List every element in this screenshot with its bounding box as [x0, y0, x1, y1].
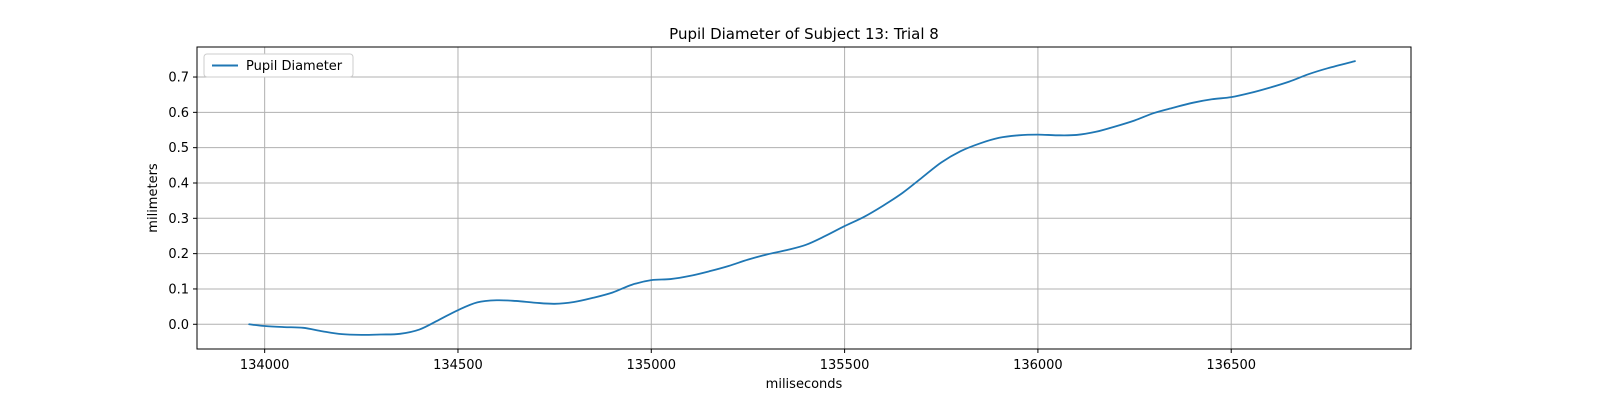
y-tick-label: 0.3 — [168, 212, 189, 227]
x-axis: 134000 134500 135000 135500 136000 136500 — [240, 349, 1256, 373]
y-tick-label: 0.4 — [168, 176, 189, 191]
x-axis-label: miliseconds — [766, 377, 843, 392]
x-tick-label: 135500 — [820, 358, 870, 373]
x-tick-label: 135000 — [626, 358, 676, 373]
legend-box — [203, 53, 354, 78]
chart-title: Pupil Diameter of Subject 13: Trial 8 — [669, 25, 939, 43]
legend: Pupil Diameter — [203, 53, 354, 78]
x-tick-label: 136000 — [1013, 358, 1063, 373]
plot-frame — [196, 46, 1412, 350]
y-tick-label: 0.6 — [168, 106, 189, 121]
y-tick-label: 0.1 — [168, 282, 189, 297]
series-layer — [248, 60, 1356, 336]
x-tick-label: 136500 — [1206, 358, 1256, 373]
x-tick-label: 134000 — [240, 358, 290, 373]
y-axis: 0.0 0.1 0.2 0.3 0.4 0.5 0.6 0.7 — [168, 71, 197, 333]
series-line-pupil-diameter — [248, 60, 1356, 336]
grid — [197, 47, 1411, 349]
y-axis-label: milimeters — [146, 163, 161, 233]
y-tick-label: 0.0 — [168, 318, 189, 333]
legend-entry-pupil-diameter: Pupil Diameter — [246, 59, 343, 74]
y-tick-label: 0.7 — [168, 71, 189, 86]
x-tick-label: 134500 — [433, 358, 483, 373]
y-tick-label: 0.2 — [168, 247, 189, 262]
y-tick-label: 0.5 — [168, 141, 189, 156]
